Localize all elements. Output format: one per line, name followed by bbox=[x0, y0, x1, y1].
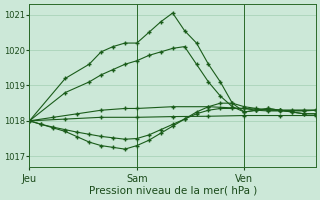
X-axis label: Pression niveau de la mer( hPa ): Pression niveau de la mer( hPa ) bbox=[89, 186, 257, 196]
